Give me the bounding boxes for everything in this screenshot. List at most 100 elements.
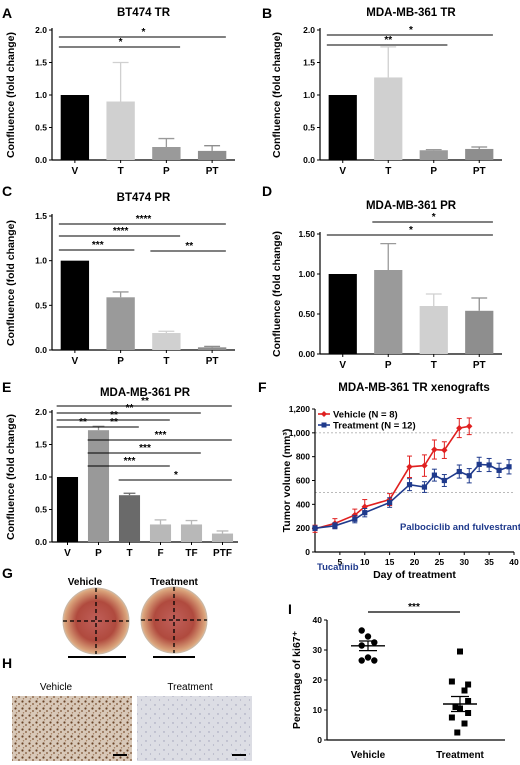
bar-p bbox=[419, 150, 448, 160]
y-axis-label: Confluence (fold change) bbox=[5, 220, 17, 346]
bar-pt bbox=[197, 347, 227, 350]
data-point-vehicle bbox=[406, 463, 413, 470]
x-tick-label: V bbox=[339, 166, 346, 177]
legend-marker bbox=[321, 411, 327, 417]
annotation-tucatinib: Tucatinib bbox=[317, 562, 359, 573]
significance-label: *** bbox=[92, 240, 104, 251]
data-point-treatment bbox=[496, 467, 502, 473]
data-point-vehicle bbox=[431, 446, 438, 453]
y-tick-label: 2.0 bbox=[35, 25, 47, 35]
x-tick-label: 15 bbox=[385, 557, 395, 567]
y-tick-label: 0.50 bbox=[298, 309, 315, 319]
data-point-vehicle bbox=[364, 633, 372, 640]
legend-entry: Vehicle (N = 8) bbox=[333, 410, 398, 421]
x-tick-label: T bbox=[431, 360, 437, 371]
bar-tf bbox=[180, 524, 203, 542]
significance-label: * bbox=[174, 470, 178, 481]
bar-p bbox=[87, 430, 110, 542]
significance-label: ** bbox=[141, 396, 149, 407]
bar-t bbox=[106, 101, 135, 160]
x-tick-label: 20 bbox=[410, 557, 420, 567]
panel-label-d: D bbox=[262, 183, 272, 199]
data-point-vehicle bbox=[421, 462, 428, 469]
panel-label-e: E bbox=[2, 379, 11, 395]
significance-label: *** bbox=[124, 456, 136, 467]
data-point-vehicle bbox=[456, 424, 463, 432]
data-point-treatment bbox=[461, 720, 468, 727]
photo-treatment-label: Treatment bbox=[150, 577, 198, 588]
x-tick-label: PT bbox=[473, 166, 486, 177]
chart-title: MDA-MB-361 TR xenografts bbox=[338, 382, 489, 394]
data-point-treatment bbox=[406, 482, 413, 488]
ihc-treatment-label: Treatment bbox=[167, 682, 212, 693]
x-tick-label: Treatment bbox=[436, 750, 484, 761]
x-tick-label: P bbox=[95, 548, 102, 559]
x-tick-label: P bbox=[117, 356, 124, 367]
panel-label-g: G bbox=[2, 565, 13, 581]
panel-d-bar-chart: MDA-MB-361 PR Confluence (fold change) 0.0… bbox=[271, 200, 502, 371]
data-point-vehicle bbox=[358, 657, 365, 664]
y-tick-label: 400 bbox=[296, 499, 310, 509]
significance-label: * bbox=[409, 225, 413, 236]
x-tick-label: T bbox=[385, 166, 391, 177]
panel-f-line-chart: MDA-MB-361 TR xenografts Tumor volume (mm… bbox=[281, 382, 520, 581]
data-point-treatment bbox=[448, 678, 455, 685]
annotation-palbociclib-fulvestrant: Palbociclib and fulvestrant bbox=[400, 522, 520, 533]
y-tick-label: 1.5 bbox=[303, 58, 315, 68]
x-tick-label: 10 bbox=[360, 557, 370, 567]
y-tick-label: 0.0 bbox=[35, 537, 47, 547]
x-tick-label: PT bbox=[473, 360, 486, 371]
significance-label: ** bbox=[79, 417, 87, 428]
significance-label: *** bbox=[155, 430, 167, 441]
y-tick-label: 0.0 bbox=[35, 155, 47, 165]
y-tick-label: 20 bbox=[313, 675, 323, 685]
data-point-treatment bbox=[452, 704, 459, 710]
data-point-vehicle bbox=[358, 627, 365, 634]
data-point-vehicle bbox=[371, 657, 378, 664]
y-tick-label: 1.5 bbox=[35, 440, 47, 450]
legend-marker bbox=[321, 422, 327, 428]
x-tick-label: T bbox=[118, 166, 124, 177]
y-tick-label: 1.5 bbox=[35, 211, 47, 221]
data-point-treatment bbox=[465, 710, 472, 716]
x-tick-label: PTF bbox=[213, 548, 232, 559]
x-tick-label: T bbox=[126, 548, 132, 559]
panel-g-tumor-photos: Vehicle Treatment bbox=[62, 577, 208, 658]
bar-t bbox=[374, 77, 403, 160]
y-tick-label: 1.0 bbox=[35, 90, 47, 100]
y-tick-label: 0.5 bbox=[35, 123, 47, 133]
bar-p bbox=[152, 147, 181, 160]
y-axis-label: Confluence (fold change) bbox=[271, 231, 283, 357]
x-tick-label: 5 bbox=[338, 557, 343, 567]
panel-h-ihc-images: Vehicle Treatment bbox=[12, 682, 252, 761]
series-line bbox=[314, 463, 510, 529]
chart-title: MDA-MB-361 PR bbox=[366, 200, 457, 212]
significance-label: ** bbox=[185, 241, 193, 252]
y-axis-label: Confluence (fold change) bbox=[5, 32, 17, 158]
data-point-treatment bbox=[387, 499, 393, 506]
y-tick-label: 1,000 bbox=[289, 428, 311, 438]
bar-p bbox=[106, 297, 135, 350]
panel-label-c: C bbox=[2, 183, 12, 199]
bar-ptf bbox=[211, 533, 234, 542]
x-tick-label: P bbox=[163, 166, 170, 177]
significance-label: ** bbox=[126, 403, 134, 414]
bar-t bbox=[118, 495, 141, 542]
x-tick-label: 40 bbox=[509, 557, 519, 567]
y-tick-label: 1,200 bbox=[289, 404, 311, 414]
bar-p bbox=[374, 270, 403, 354]
x-tick-label: V bbox=[72, 356, 79, 367]
data-point-treatment bbox=[486, 462, 492, 468]
bar-v bbox=[60, 260, 90, 350]
ihc-vehicle-image bbox=[12, 696, 132, 761]
data-point-treatment bbox=[352, 516, 358, 522]
chart-title: MDA-MB-361 PR bbox=[100, 387, 191, 399]
y-tick-label: 0 bbox=[317, 735, 322, 745]
y-tick-label: 10 bbox=[313, 705, 323, 715]
legend-entry: Treatment (N = 12) bbox=[333, 421, 416, 432]
data-point-treatment bbox=[457, 648, 463, 655]
x-tick-label: Vehicle bbox=[351, 750, 386, 761]
panel-label-h: H bbox=[2, 655, 12, 671]
x-tick-label: T bbox=[163, 356, 169, 367]
